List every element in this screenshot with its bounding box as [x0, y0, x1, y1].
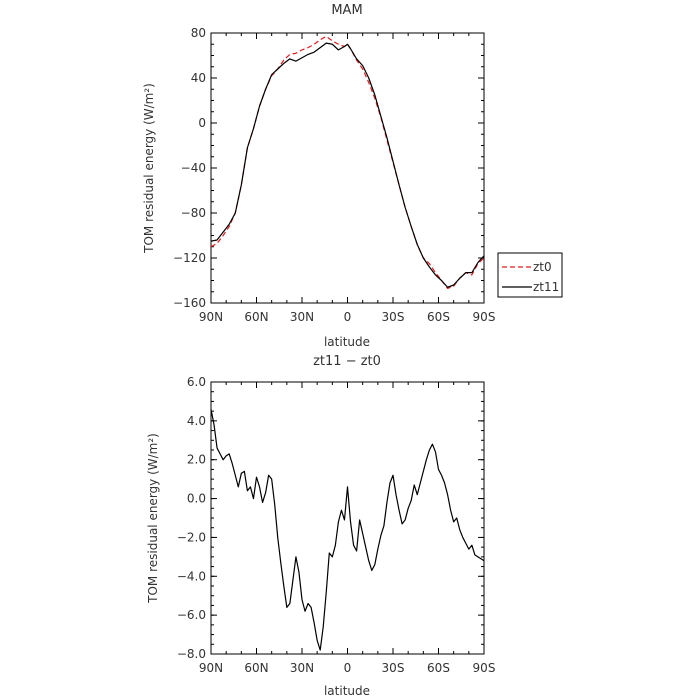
bottom-y-tick-label: 6.0 — [187, 375, 206, 389]
top-y-tick-label: 40 — [191, 71, 206, 85]
top-x-tick-label: 30S — [382, 310, 405, 324]
bottom-series-line-diff — [210, 409, 485, 651]
bottom-x-tick-label: 30N — [290, 661, 314, 675]
top-ticks: 90N 60N 30N 0 30S 60S 90S 80 40 0 −40 −80 −120 −160 — [173, 26, 495, 324]
top-series-group — [210, 35, 485, 289]
top-y-tick-label: −40 — [181, 161, 206, 175]
top-y-tick-label: −160 — [173, 296, 206, 310]
bottom-y-tick-label: −2.0 — [177, 530, 206, 544]
bottom-plot-frame — [210, 381, 485, 655]
legend-box — [497, 252, 563, 298]
top-series-line-zt11 — [210, 42, 485, 288]
top-y-tick-label: −120 — [173, 251, 206, 265]
top-chart-title: MAM — [331, 3, 362, 18]
bottom-y-tick-label: −6.0 — [177, 608, 206, 622]
bottom-x-tick-label: 90S — [473, 661, 496, 675]
legend-zt11-label: zt11 — [533, 280, 559, 294]
top-y-tick-label: 0 — [198, 116, 206, 130]
top-plot-frame — [210, 32, 485, 304]
top-y-tick-label: −80 — [181, 206, 206, 220]
legend: zt0 zt11 — [497, 252, 563, 298]
bottom-y-tick-label: 0.0 — [187, 492, 206, 506]
top-x-tick-label: 90S — [473, 310, 496, 324]
bottom-y-axis-label: TOM residual energy (W/m²) — [146, 433, 160, 604]
top-x-tick-label: 90N — [199, 310, 223, 324]
top-x-tick-label: 0 — [344, 310, 352, 324]
bottom-ticks: 90N 60N 30N 0 30S 60S 90S 6.0 4.0 2.0 0.0 −2.0 −4.0 −… — [177, 375, 496, 675]
bottom-y-tick-label: −4.0 — [177, 569, 206, 583]
bottom-y-tick-label: 2.0 — [187, 453, 206, 467]
top-series-line-zt0 — [210, 35, 485, 289]
top-x-tick-label: 60N — [244, 310, 268, 324]
top-x-tick-label: 60S — [427, 310, 450, 324]
bottom-y-tick-label: 4.0 — [187, 414, 206, 428]
bottom-x-tick-label: 30S — [382, 661, 405, 675]
bottom-x-tick-label: 60N — [244, 661, 268, 675]
top-x-axis-label: latitude — [324, 335, 370, 349]
bottom-series-group — [210, 409, 485, 651]
legend-zt0-label: zt0 — [533, 260, 552, 274]
bottom-x-axis-label: latitude — [324, 684, 370, 698]
bottom-chart-title: zt11 − zt0 — [313, 354, 381, 369]
bottom-chart: zt11 − zt0 latitude TOM residual energy … — [146, 354, 495, 698]
top-chart: MAM latitude TOM residual energy (W/m²) … — [142, 3, 563, 349]
top-y-tick-label: 80 — [191, 26, 206, 40]
bottom-y-tick-label: −8.0 — [177, 647, 206, 661]
bottom-x-tick-label: 60S — [427, 661, 450, 675]
top-x-tick-label: 30N — [290, 310, 314, 324]
bottom-x-tick-label: 0 — [344, 661, 352, 675]
bottom-x-tick-label: 90N — [199, 661, 223, 675]
top-y-axis-label: TOM residual energy (W/m²) — [142, 83, 156, 254]
